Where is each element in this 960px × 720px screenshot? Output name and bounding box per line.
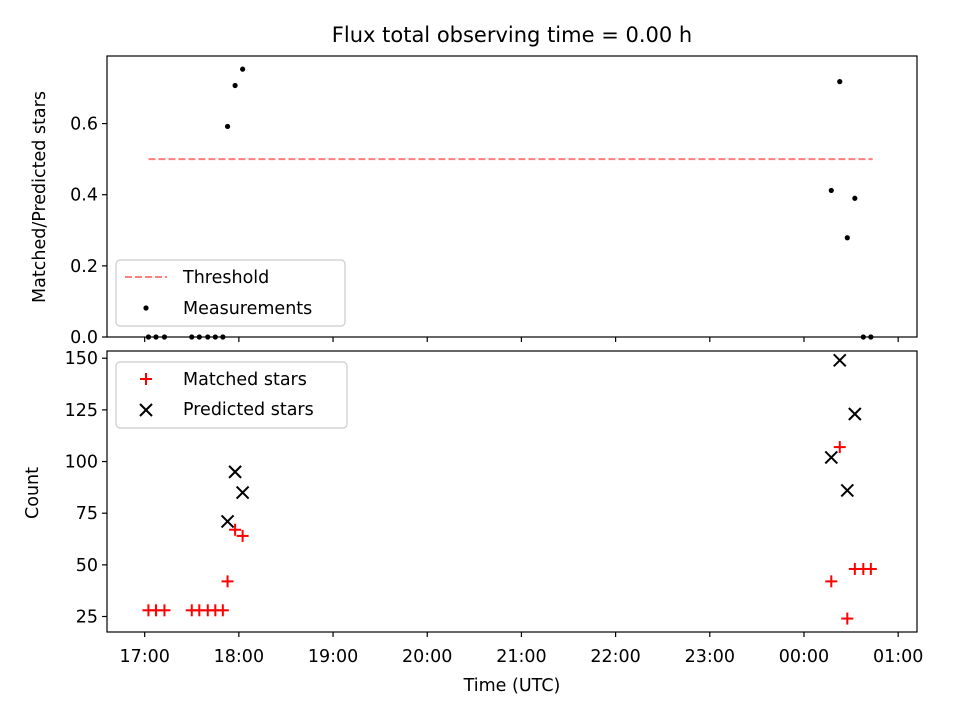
matched-star-point (833, 441, 846, 454)
bottom-y-axis-label: Count (23, 467, 43, 519)
matched-star-point (158, 604, 171, 617)
matched-star-point (864, 562, 877, 575)
predicted-star-point (824, 450, 838, 465)
bottom-y-tick-label: 50 (76, 556, 98, 576)
top-legend-box (115, 259, 346, 327)
bottom-plot-area (142, 353, 877, 625)
x-axis-label: Time (UTC) (463, 676, 561, 696)
x-tick-label: 23:00 (685, 647, 735, 667)
top-plot-area (145, 66, 874, 340)
measurement-point (837, 79, 843, 85)
matched-star-point (841, 612, 854, 625)
top-y-tick-label: 0.2 (70, 257, 98, 277)
bottom-legend: Matched stars Predicted stars (115, 361, 348, 429)
top-y-tick-label: 0.0 (70, 328, 98, 348)
x-tick-label: 18:00 (214, 647, 264, 667)
legend-measurements-label: Measurements (183, 299, 312, 319)
measurement-point (224, 123, 231, 130)
bottom-panel: Count 25 50 75 100 125 150 17:00 18:00 19:00 20:… (23, 349, 923, 696)
bottom-y-tick-label: 25 (76, 608, 98, 628)
x-tick-label: 20:00 (402, 647, 452, 667)
predicted-star-point (220, 514, 235, 529)
top-y-axis-label: Matched/Predicted stars (30, 91, 50, 303)
legend-predicted-swatch (139, 403, 153, 417)
top-x-ticks (144, 337, 899, 342)
legend-matched-swatch (140, 373, 152, 385)
predicted-star-point (840, 483, 855, 498)
top-y-ticks: 0.0 0.2 0.4 0.6 (70, 115, 107, 348)
measurement-point (828, 187, 834, 194)
bottom-y-tick-label: 125 (65, 401, 98, 421)
chart-title: Flux total observing time = 0.00 h (332, 23, 692, 47)
bottom-y-tick-label: 100 (65, 453, 98, 473)
matched-star-point (825, 575, 838, 588)
x-tick-label: 22:00 (590, 647, 640, 667)
legend-matched-label: Matched stars (183, 370, 307, 390)
bottom-y-tick-label: 75 (76, 504, 98, 524)
matched-star-point (221, 575, 234, 588)
measurement-point (232, 82, 238, 89)
x-tick-label: 19:00 (308, 647, 358, 667)
x-tick-label: 01:00 (873, 647, 923, 667)
legend-predicted-label: Predicted stars (183, 400, 314, 420)
legend-threshold-label: Threshold (182, 268, 269, 288)
x-tick-label: 17:00 (119, 647, 169, 667)
x-tick-label: 00:00 (779, 647, 829, 667)
bottom-x-ticks: 17:00 18:00 19:00 20:00 21:00 22:00 23:00 00:00… (119, 632, 923, 667)
legend-measurements-swatch (143, 305, 149, 311)
predicted-star-point (228, 465, 242, 479)
matched-star-point (236, 529, 249, 542)
top-panel: Matched/Predicted stars 0.0 0.2 0.4 0.6 Thr… (30, 55, 918, 348)
x-tick-label: 21:00 (496, 647, 546, 667)
top-y-tick-label: 0.6 (70, 115, 98, 135)
bottom-legend-box (115, 361, 348, 429)
measurement-point (852, 195, 858, 201)
measurement-point (844, 235, 850, 241)
bottom-y-tick-label: 150 (65, 349, 98, 369)
top-y-tick-label: 0.4 (70, 186, 98, 206)
predicted-star-point (235, 485, 250, 500)
top-legend: Threshold Measurements (115, 259, 346, 327)
matched-star-point (216, 604, 229, 617)
matched-star-point (229, 523, 242, 536)
predicted-star-point (848, 407, 862, 421)
bottom-y-ticks: 25 50 75 100 125 150 (65, 349, 107, 628)
measurement-point (240, 66, 246, 72)
predicted-star-point (833, 353, 847, 368)
bottom-axes-frame (106, 350, 918, 633)
top-axes-frame (106, 55, 918, 338)
